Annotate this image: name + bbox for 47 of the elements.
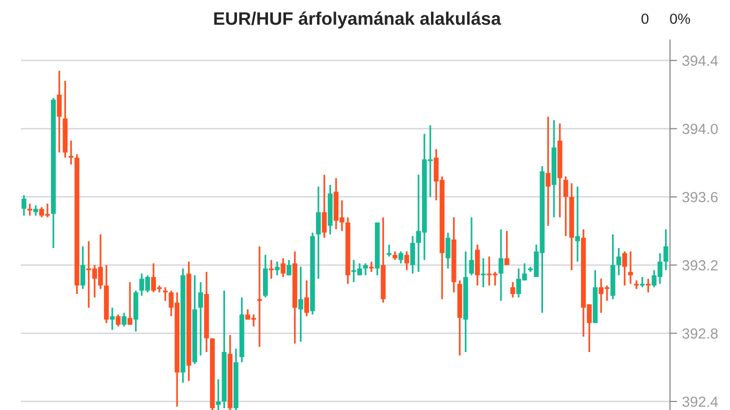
candlestick [216, 378, 221, 410]
y-tick-label: 392.4 [682, 396, 718, 407]
y-tick-label: 393.6 [682, 192, 718, 202]
candlestick [286, 259, 292, 276]
candlestick [122, 312, 126, 328]
candlestick [498, 228, 504, 302]
candlestick [410, 235, 416, 274]
candlestick [198, 281, 204, 356]
candlestick [257, 245, 262, 348]
y-tick-label: 394.0 [682, 124, 718, 134]
candlestick [510, 281, 516, 298]
y-tick-label: 392.8 [682, 328, 718, 339]
candlestick [162, 286, 168, 302]
candlestick [563, 176, 568, 237]
candlestick [386, 244, 392, 258]
chart-title: EUR/HUF árfolyamának alakulása [214, 12, 502, 28]
candlestick [546, 116, 551, 227]
candlestick [280, 257, 286, 278]
candlestick [504, 230, 510, 266]
candlestick [628, 250, 633, 285]
candlestick [634, 280, 639, 290]
text: 0% [670, 14, 690, 24]
candlestick [480, 257, 486, 288]
candlestick [56, 70, 62, 154]
y-tick-label: 394.4 [682, 56, 718, 66]
candlestick [298, 266, 304, 343]
candlestick [622, 250, 628, 286]
candlestick [80, 245, 86, 290]
candlestick [663, 228, 668, 272]
candlestick [110, 306, 115, 331]
candlestick [404, 250, 410, 272]
candlestick [316, 186, 321, 280]
candlestick [322, 174, 327, 239]
candlestick [446, 232, 450, 270]
candlestick [398, 250, 404, 264]
candlestick [363, 262, 368, 276]
candlestick [128, 281, 132, 326]
candlestick [304, 280, 310, 318]
candlestick [469, 216, 474, 276]
candlestick [22, 194, 26, 216]
candlestick [575, 186, 580, 262]
candlestick [116, 314, 121, 328]
text: 0 [642, 14, 648, 24]
candlestick [369, 260, 374, 273]
candlestick [616, 247, 622, 276]
candlestick [68, 140, 74, 166]
y-tick-label: 393.2 [682, 260, 718, 270]
